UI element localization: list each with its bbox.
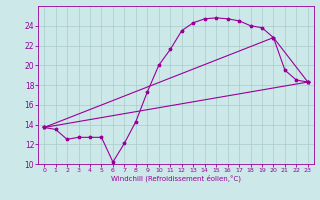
X-axis label: Windchill (Refroidissement éolien,°C): Windchill (Refroidissement éolien,°C)	[111, 175, 241, 182]
